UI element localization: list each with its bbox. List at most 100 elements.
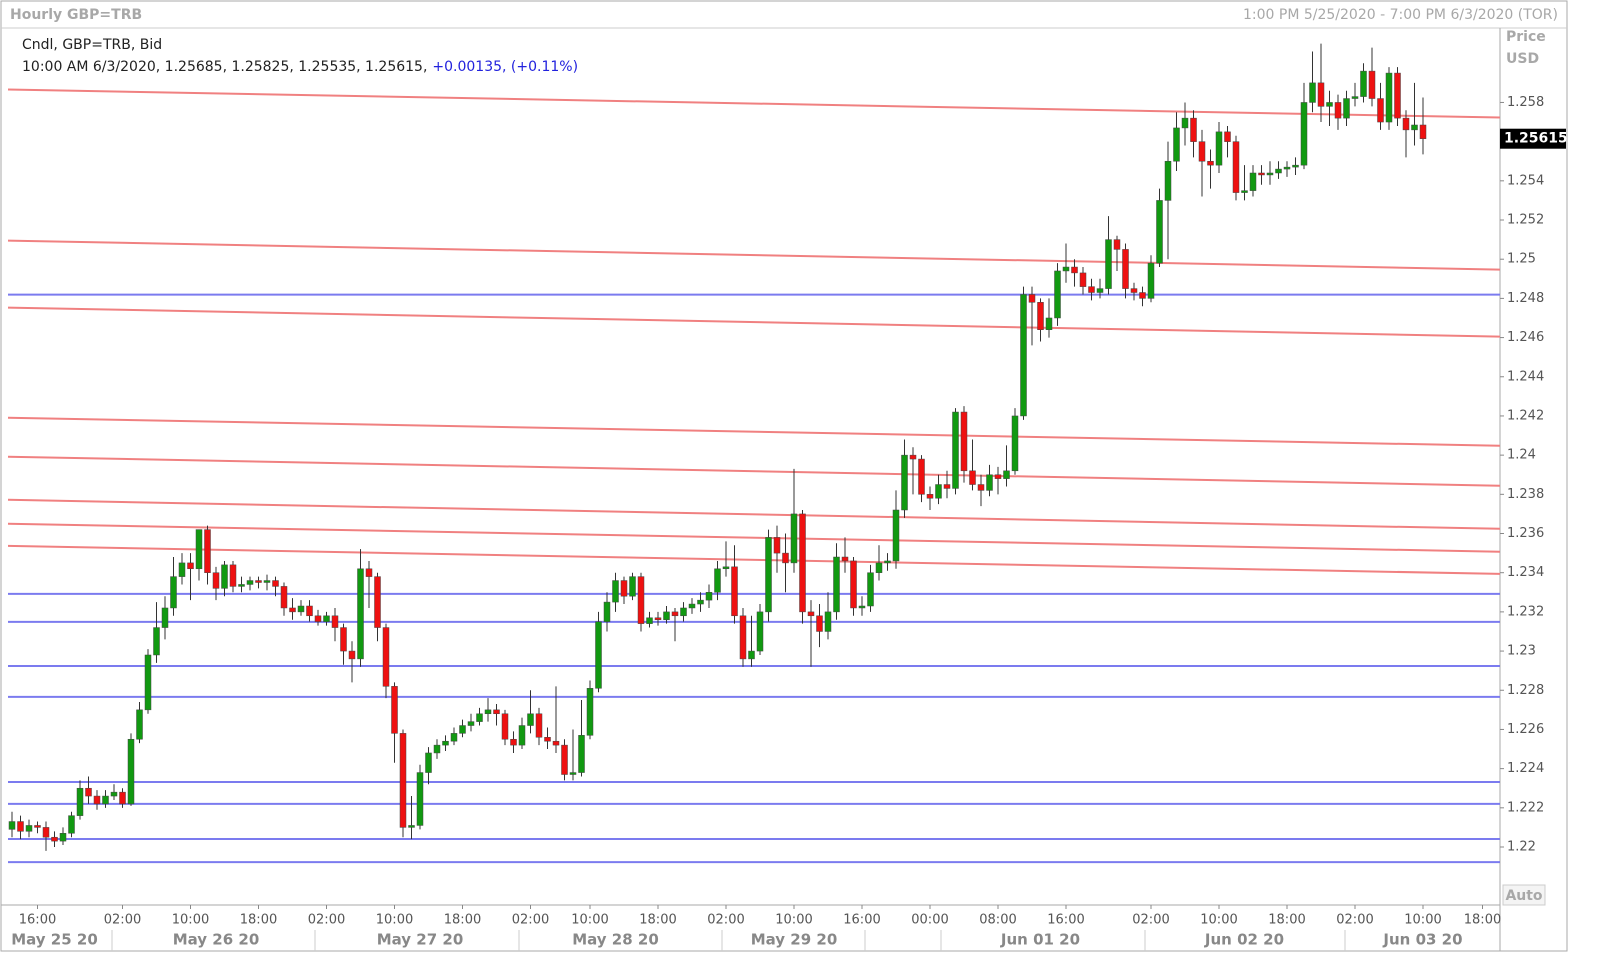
x-tick-label: 02:00 xyxy=(104,913,141,928)
candle-body xyxy=(76,787,84,816)
auto-button-label[interactable]: Auto xyxy=(1505,888,1542,904)
candle-body xyxy=(1096,288,1104,293)
candle-body xyxy=(637,576,645,624)
candle-body xyxy=(59,833,67,842)
y-tick-label: 1.254 xyxy=(1507,173,1544,188)
candle-body xyxy=(1317,82,1325,107)
candle-body xyxy=(306,605,313,617)
candle-body xyxy=(425,752,432,773)
candle-body xyxy=(969,470,976,485)
candle-body xyxy=(493,709,500,715)
legend-ohlc: 10:00 AM 6/3/2020, 1.25685, 1.25825, 1.2… xyxy=(22,59,427,75)
date-label: May 25 20 xyxy=(11,931,98,949)
candle-body xyxy=(629,576,636,597)
candle-body xyxy=(102,795,109,805)
candle-body xyxy=(289,607,296,613)
candle-body xyxy=(1139,292,1146,299)
candle-body xyxy=(1300,102,1308,166)
candle-body xyxy=(501,713,509,740)
candle-body xyxy=(646,617,653,624)
y-tick-label: 1.234 xyxy=(1507,565,1544,580)
candle-body xyxy=(680,607,687,617)
candle-body xyxy=(867,572,874,607)
date-separators xyxy=(111,930,1346,951)
auto-button[interactable] xyxy=(1502,884,1546,906)
candle-body xyxy=(391,686,398,734)
date-label: Jun 03 20 xyxy=(1382,931,1462,949)
candle-body xyxy=(688,603,696,609)
candle-body xyxy=(1079,272,1087,287)
candle-body xyxy=(1190,117,1197,142)
y-tick-label: 1.222 xyxy=(1507,800,1544,815)
y-tick-label: 1.24 xyxy=(1507,448,1536,463)
candle-body xyxy=(408,825,415,828)
candle-body xyxy=(433,744,441,754)
y-axis-unit: USD xyxy=(1506,51,1539,67)
candle-body xyxy=(119,791,126,805)
candle-body xyxy=(323,615,330,622)
candle-body xyxy=(1062,266,1070,272)
candle-body xyxy=(714,568,721,593)
y-tick-label: 1.224 xyxy=(1507,761,1544,776)
candle-body xyxy=(127,738,135,805)
candle-body xyxy=(1343,98,1350,119)
x-tick-label: 18:00 xyxy=(444,913,481,928)
candle-body xyxy=(527,713,534,726)
candle-body xyxy=(612,580,619,603)
candle-body xyxy=(1164,160,1172,201)
trendline xyxy=(7,306,1501,338)
candle-body xyxy=(1130,288,1138,293)
x-tick-label: 10:00 xyxy=(571,913,608,928)
candle-body xyxy=(884,560,891,564)
y-tick-label: 1.22 xyxy=(1507,840,1536,855)
candle-body xyxy=(8,821,16,830)
candle-body xyxy=(1326,102,1333,107)
candle-body xyxy=(221,564,228,589)
y-tick-label: 1.238 xyxy=(1507,487,1544,502)
candle-body xyxy=(195,529,203,570)
x-tick-label: 18:00 xyxy=(240,913,277,928)
candle-body xyxy=(204,529,211,573)
trendline xyxy=(7,498,1501,530)
candle-body xyxy=(1071,266,1078,274)
y-tick-label: 1.244 xyxy=(1507,369,1544,384)
candle-body xyxy=(518,725,526,746)
candle-body xyxy=(1249,172,1257,191)
candle-body xyxy=(994,474,1002,479)
y-tick-label: 1.25 xyxy=(1507,252,1536,267)
candle-body xyxy=(1181,117,1189,129)
candle-body xyxy=(603,601,611,622)
candle-body xyxy=(187,562,194,570)
y-tick-label: 1.248 xyxy=(1507,291,1544,306)
x-tick-label: 16:00 xyxy=(1047,913,1084,928)
x-tick-label: 18:00 xyxy=(1464,913,1501,928)
candle-body xyxy=(476,713,483,722)
candle-body xyxy=(255,580,262,583)
trendline xyxy=(7,544,1501,575)
candle-body xyxy=(17,821,24,832)
candle-body xyxy=(416,772,424,826)
x-tick-label: 10:00 xyxy=(1200,913,1237,928)
trendline xyxy=(7,455,1501,487)
x-tick-label: 00:00 xyxy=(911,913,948,928)
candle-body xyxy=(892,509,900,562)
candle-body xyxy=(357,568,364,660)
candle-body xyxy=(552,740,560,746)
y-tick-label: 1.236 xyxy=(1507,526,1544,541)
candle-body xyxy=(1292,164,1299,168)
candle-body xyxy=(365,568,373,577)
candle-body xyxy=(1309,82,1316,103)
candle-body xyxy=(93,795,101,805)
candle-body xyxy=(1045,317,1053,330)
candle-body xyxy=(1113,239,1121,250)
candle-body xyxy=(595,621,602,689)
candle-body xyxy=(620,580,628,597)
chart-subtitle: 1:00 PM 5/25/2020 - 7:00 PM 6/3/2020 (TO… xyxy=(1243,7,1558,23)
candle-body xyxy=(1028,294,1036,303)
candle-body xyxy=(1402,117,1410,131)
candle-body xyxy=(875,562,883,573)
candle-body xyxy=(510,738,517,746)
x-tick-label: 08:00 xyxy=(979,913,1016,928)
candle-body xyxy=(1088,286,1095,293)
candle-body xyxy=(34,825,41,828)
